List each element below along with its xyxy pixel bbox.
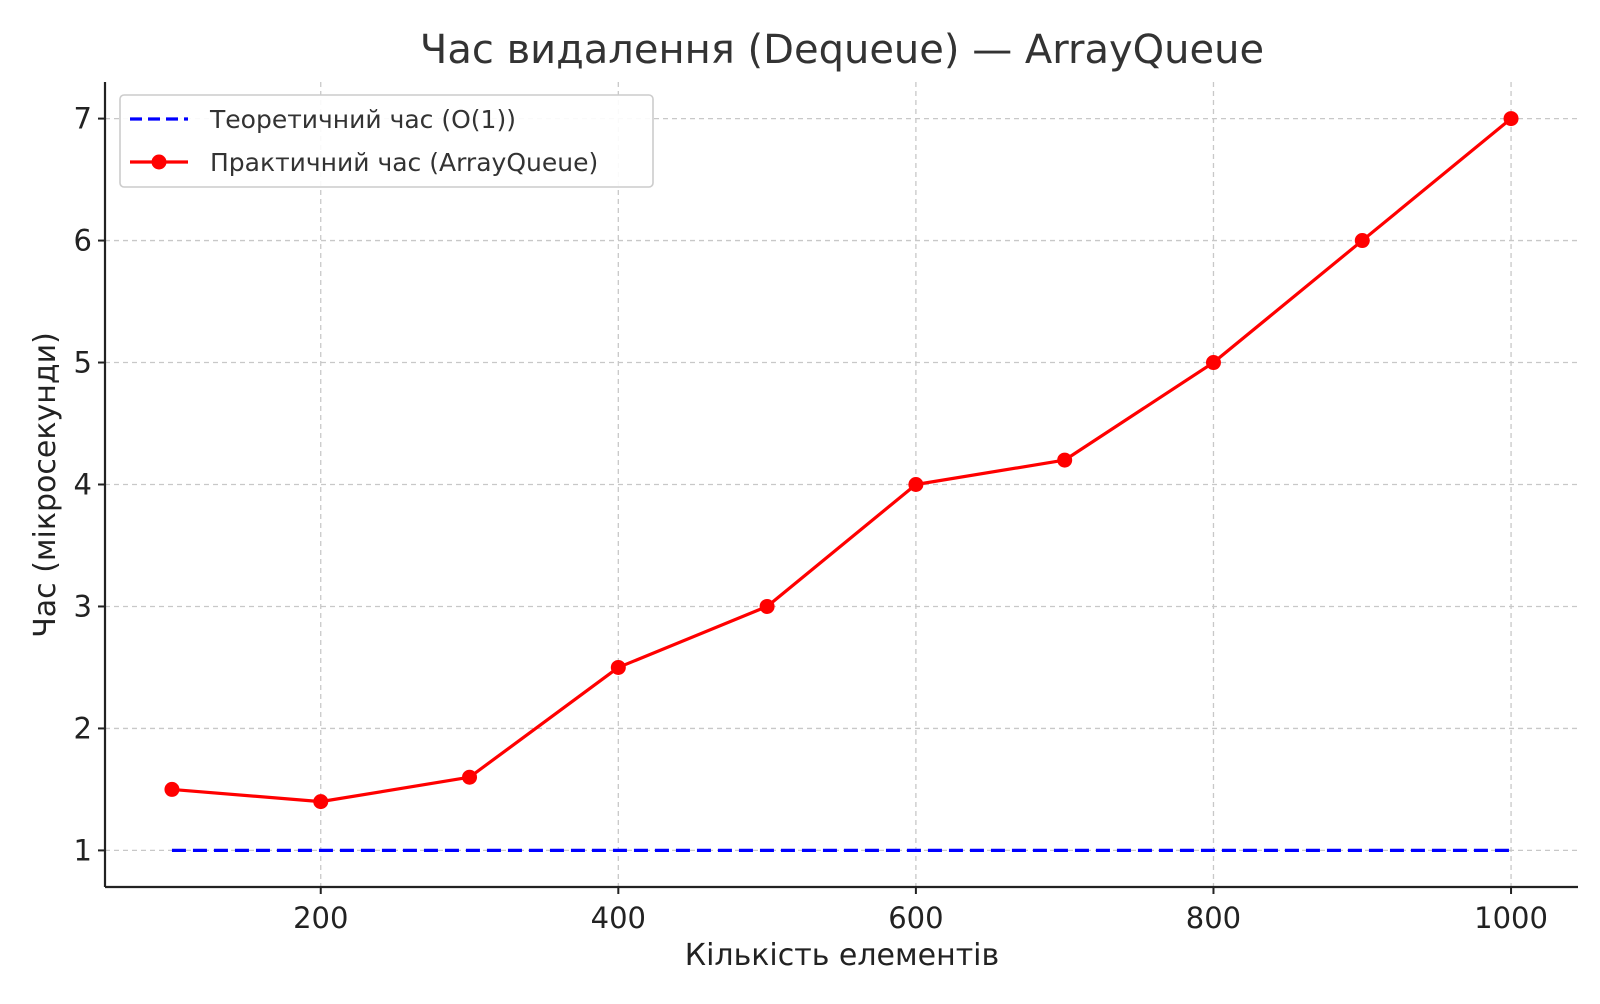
legend-label: Практичний час (ArrayQueue)	[210, 148, 598, 177]
x-tick-label: 200	[293, 901, 348, 935]
tick-labels: 200 400 600 800 1000 1 2 3 4 5 6 7	[74, 102, 1548, 935]
series-layer	[164, 111, 1519, 853]
legend: Теоретичний час (O(1)) Практичний час (Ar…	[119, 94, 654, 188]
y-tick-label: 7	[74, 102, 92, 136]
series-line	[171, 117, 1513, 804]
legend-marker	[151, 154, 167, 170]
y-tick-label: 6	[74, 224, 92, 258]
y-tick-label: 2	[74, 711, 92, 745]
x-tick-label: 600	[888, 901, 943, 935]
y-tick-label: 3	[74, 589, 92, 623]
chart-title: Час видалення (Dequeue) — ArrayQueue	[420, 27, 1264, 73]
x-tick-label: 1000	[1474, 901, 1548, 935]
y-tick-label: 1	[74, 833, 92, 867]
data-point	[759, 598, 775, 614]
data-point	[462, 769, 478, 785]
legend-box	[119, 94, 654, 188]
x-tick-label: 400	[591, 901, 646, 935]
x-axis-label: Кількість елементів	[685, 938, 999, 973]
series-2	[164, 111, 1519, 810]
y-tick-label: 5	[74, 346, 92, 380]
grid-lines	[105, 82, 1578, 887]
data-point	[1205, 355, 1221, 371]
y-tick-label: 4	[74, 468, 92, 502]
data-point	[1057, 452, 1073, 468]
data-point	[1354, 233, 1370, 249]
legend-item: Практичний час (ArrayQueue)	[130, 148, 598, 177]
data-point	[908, 477, 924, 492]
data-point	[313, 794, 329, 810]
legend-label: Теоретичний час (O(1))	[209, 105, 516, 134]
x-tick-label: 800	[1186, 901, 1241, 935]
y-axis-label: Час (мікросекунди)	[28, 332, 63, 638]
data-point	[164, 781, 180, 797]
data-point	[610, 659, 626, 675]
data-point	[1503, 111, 1519, 127]
legend-item: Теоретичний час (O(1))	[130, 105, 516, 134]
